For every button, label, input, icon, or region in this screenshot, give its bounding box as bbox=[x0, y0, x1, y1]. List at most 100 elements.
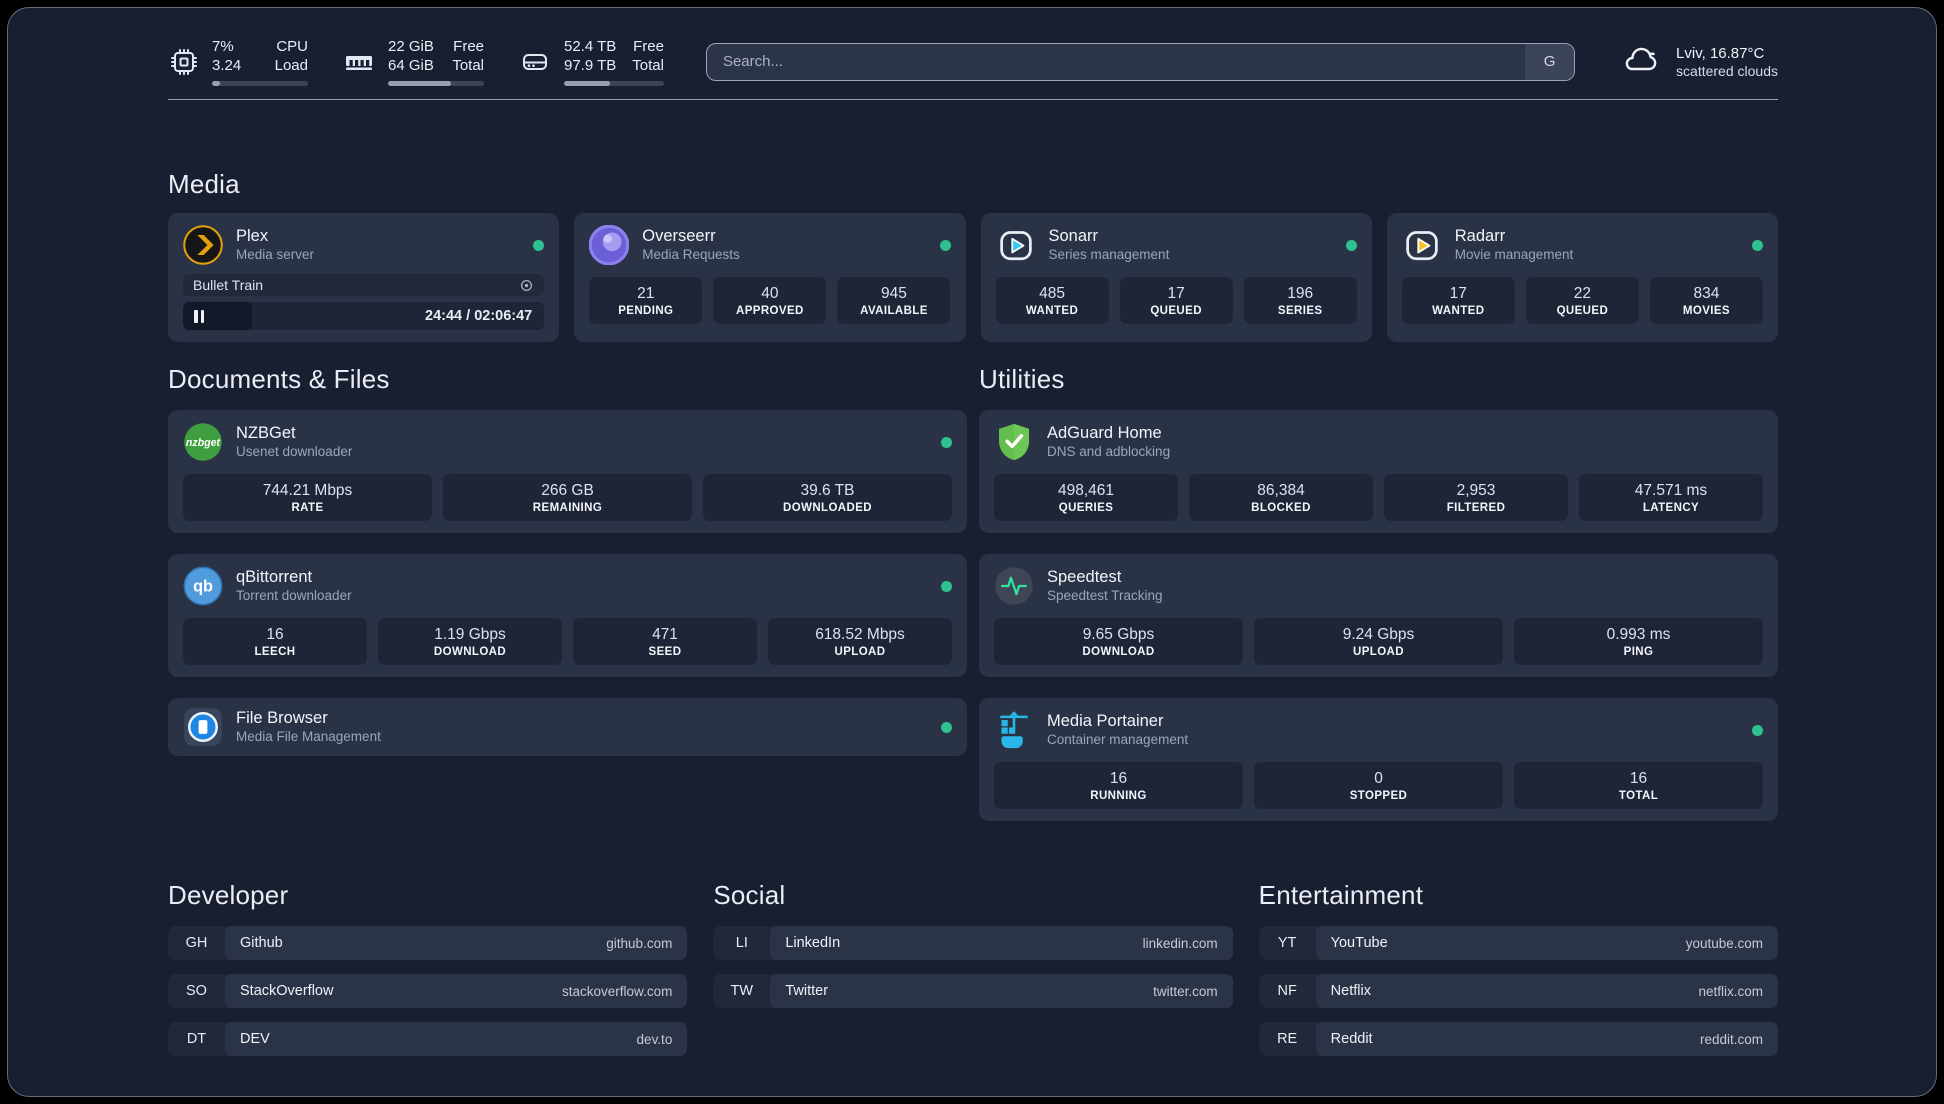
status-dot-online bbox=[1752, 724, 1763, 736]
link-stackoverflow[interactable]: SO StackOverflow stackoverflow.com bbox=[168, 974, 688, 1008]
session-settings-icon[interactable] bbox=[519, 278, 534, 293]
link-name: Github bbox=[240, 935, 283, 951]
cpu-values: 7% 3.24 bbox=[212, 38, 242, 74]
link-name: Reddit bbox=[1330, 1031, 1373, 1047]
link-name: StackOverflow bbox=[240, 983, 334, 999]
app-card-plex[interactable]: Plex Media server Bullet Train bbox=[168, 213, 560, 342]
speedtest-icon bbox=[994, 566, 1034, 606]
app-card-speedtest[interactable]: Speedtest Speedtest Tracking 9.65 Gbps D… bbox=[979, 554, 1778, 677]
section-title-social: Social bbox=[713, 880, 786, 910]
section-title-media: Media bbox=[168, 169, 240, 199]
adguard-icon bbox=[994, 422, 1034, 462]
app-card-sonarr[interactable]: Sonarr Series management 485 WANTED 17 Q… bbox=[980, 213, 1372, 342]
stat-upload: 618.52 Mbps UPLOAD bbox=[768, 618, 952, 665]
status-dot-online bbox=[941, 721, 952, 733]
stat-downloaded: 39.6 TB DOWNLOADED bbox=[703, 474, 952, 521]
app-subtitle: Speedtest Tracking bbox=[1047, 588, 1163, 604]
app-name: AdGuard Home bbox=[1047, 423, 1162, 442]
link-reddit[interactable]: RE Reddit reddit.com bbox=[1258, 1022, 1778, 1056]
link-abbr: DT bbox=[186, 1031, 207, 1047]
memory-stat: 22 GiB 64 GiB Free Total bbox=[342, 37, 484, 86]
cpu-icon bbox=[168, 46, 200, 78]
link-netflix[interactable]: NF Netflix netflix.com bbox=[1258, 974, 1778, 1008]
app-name: Speedtest bbox=[1047, 567, 1122, 586]
link-dev[interactable]: DT DEV dev.to bbox=[168, 1022, 688, 1056]
app-card-nzbget[interactable]: nzbget NZBGet Usenet downloader 744.21 M… bbox=[168, 410, 967, 533]
app-name: Radarr bbox=[1454, 226, 1506, 245]
app-card-overseerr[interactable]: Overseerr Media Requests 21 PENDING 40 A… bbox=[574, 213, 966, 342]
memory-labels: Free Total bbox=[452, 38, 484, 74]
developer-section: Developer GH Github github.com SO StackO… bbox=[168, 879, 688, 1056]
app-subtitle: Usenet downloader bbox=[236, 444, 353, 460]
plex-now-playing: Bullet Train 24:44 / 02:06:47 bbox=[183, 274, 545, 330]
app-name: Media Portainer bbox=[1047, 711, 1164, 730]
link-github[interactable]: GH Github github.com bbox=[168, 926, 688, 960]
app-card-radarr[interactable]: Radarr Movie management 17 WANTED 22 QUE… bbox=[1386, 213, 1778, 342]
app-card-qbittorrent[interactable]: qb qBittorrent Torrent downloader 16 LEE… bbox=[168, 554, 967, 677]
link-abbr: YT bbox=[1277, 935, 1297, 951]
status-dot-online bbox=[533, 239, 545, 251]
link-name: Netflix bbox=[1330, 983, 1371, 999]
app-name: File Browser bbox=[236, 708, 328, 727]
app-card-portainer[interactable]: Media Portainer Container management 16 … bbox=[979, 698, 1778, 821]
stat-pending: 21 PENDING bbox=[589, 277, 703, 324]
app-subtitle: Media File Management bbox=[236, 729, 381, 745]
cpu-labels: CPU Load bbox=[274, 38, 308, 74]
link-abbr: TW bbox=[730, 983, 754, 999]
filebrowser-icon bbox=[183, 707, 223, 747]
stat-seed: 471 SEED bbox=[573, 618, 757, 665]
app-name: Overseerr bbox=[642, 226, 716, 245]
status-dot-online bbox=[1752, 239, 1763, 251]
cpu-progress-bar bbox=[212, 81, 308, 86]
app-name: Plex bbox=[236, 226, 269, 245]
radarr-icon bbox=[1402, 225, 1442, 265]
app-card-adguard[interactable]: AdGuard Home DNS and adblocking 498,461 … bbox=[979, 410, 1778, 533]
link-youtube[interactable]: YT YouTube youtube.com bbox=[1258, 926, 1778, 960]
playback-time: 24:44 / 02:06:47 bbox=[425, 308, 533, 324]
section-title-documents: Documents & Files bbox=[168, 364, 390, 394]
app-subtitle: Media Requests bbox=[642, 247, 740, 263]
app-card-filebrowser[interactable]: File Browser Media File Management bbox=[168, 698, 967, 756]
stat-queued: 17 QUEUED bbox=[1119, 277, 1233, 324]
portainer-icon bbox=[994, 710, 1034, 750]
search-bar: G bbox=[705, 42, 1576, 81]
link-abbr: NF bbox=[1277, 983, 1297, 999]
link-abbr: RE bbox=[1277, 1031, 1298, 1047]
link-url: youtube.com bbox=[1685, 935, 1763, 951]
svg-text:nzbget: nzbget bbox=[186, 437, 221, 449]
link-twitter[interactable]: TW Twitter twitter.com bbox=[713, 974, 1233, 1008]
sonarr-icon bbox=[996, 225, 1036, 265]
qbittorrent-icon: qb bbox=[183, 566, 223, 606]
link-linkedin[interactable]: LI LinkedIn linkedin.com bbox=[713, 926, 1233, 960]
stat-ping: 0.993 ms PING bbox=[1514, 618, 1763, 665]
link-name: LinkedIn bbox=[785, 935, 841, 951]
ram-icon bbox=[342, 46, 376, 78]
status-dot-online bbox=[941, 436, 952, 448]
playback-progress-bar[interactable]: 24:44 / 02:06:47 bbox=[183, 302, 545, 330]
link-url: dev.to bbox=[636, 1031, 673, 1047]
app-name: Sonarr bbox=[1048, 226, 1099, 245]
now-playing-title: Bullet Train bbox=[193, 277, 264, 293]
app-subtitle: Torrent downloader bbox=[236, 588, 352, 604]
plex-icon bbox=[183, 225, 223, 265]
stat-total: 16 TOTAL bbox=[1514, 762, 1763, 809]
stat-running: 16 RUNNING bbox=[994, 762, 1243, 809]
link-url: reddit.com bbox=[1699, 1031, 1763, 1047]
top-bar: 7% 3.24 CPU Load bbox=[168, 37, 1778, 86]
app-subtitle: DNS and adblocking bbox=[1047, 444, 1171, 460]
stat-queued: 22 QUEUED bbox=[1525, 277, 1639, 324]
entertainment-section: Entertainment YT YouTube youtube.com NF … bbox=[1258, 879, 1778, 1056]
search-engine-button[interactable]: G bbox=[1525, 43, 1575, 80]
nzbget-icon: nzbget bbox=[183, 422, 223, 462]
app-name: qBittorrent bbox=[236, 567, 313, 586]
app-subtitle: Container management bbox=[1047, 732, 1189, 748]
stat-latency: 47.571 ms LATENCY bbox=[1579, 474, 1763, 521]
link-name: YouTube bbox=[1330, 935, 1388, 951]
overseerr-icon bbox=[589, 225, 630, 265]
search-input[interactable] bbox=[706, 43, 1526, 80]
stat-wanted: 17 WANTED bbox=[1401, 277, 1515, 324]
stat-upload: 9.24 Gbps UPLOAD bbox=[1254, 618, 1503, 665]
svg-text:qb: qb bbox=[193, 578, 213, 596]
app-subtitle: Movie management bbox=[1454, 247, 1574, 263]
disk-icon bbox=[518, 46, 552, 78]
